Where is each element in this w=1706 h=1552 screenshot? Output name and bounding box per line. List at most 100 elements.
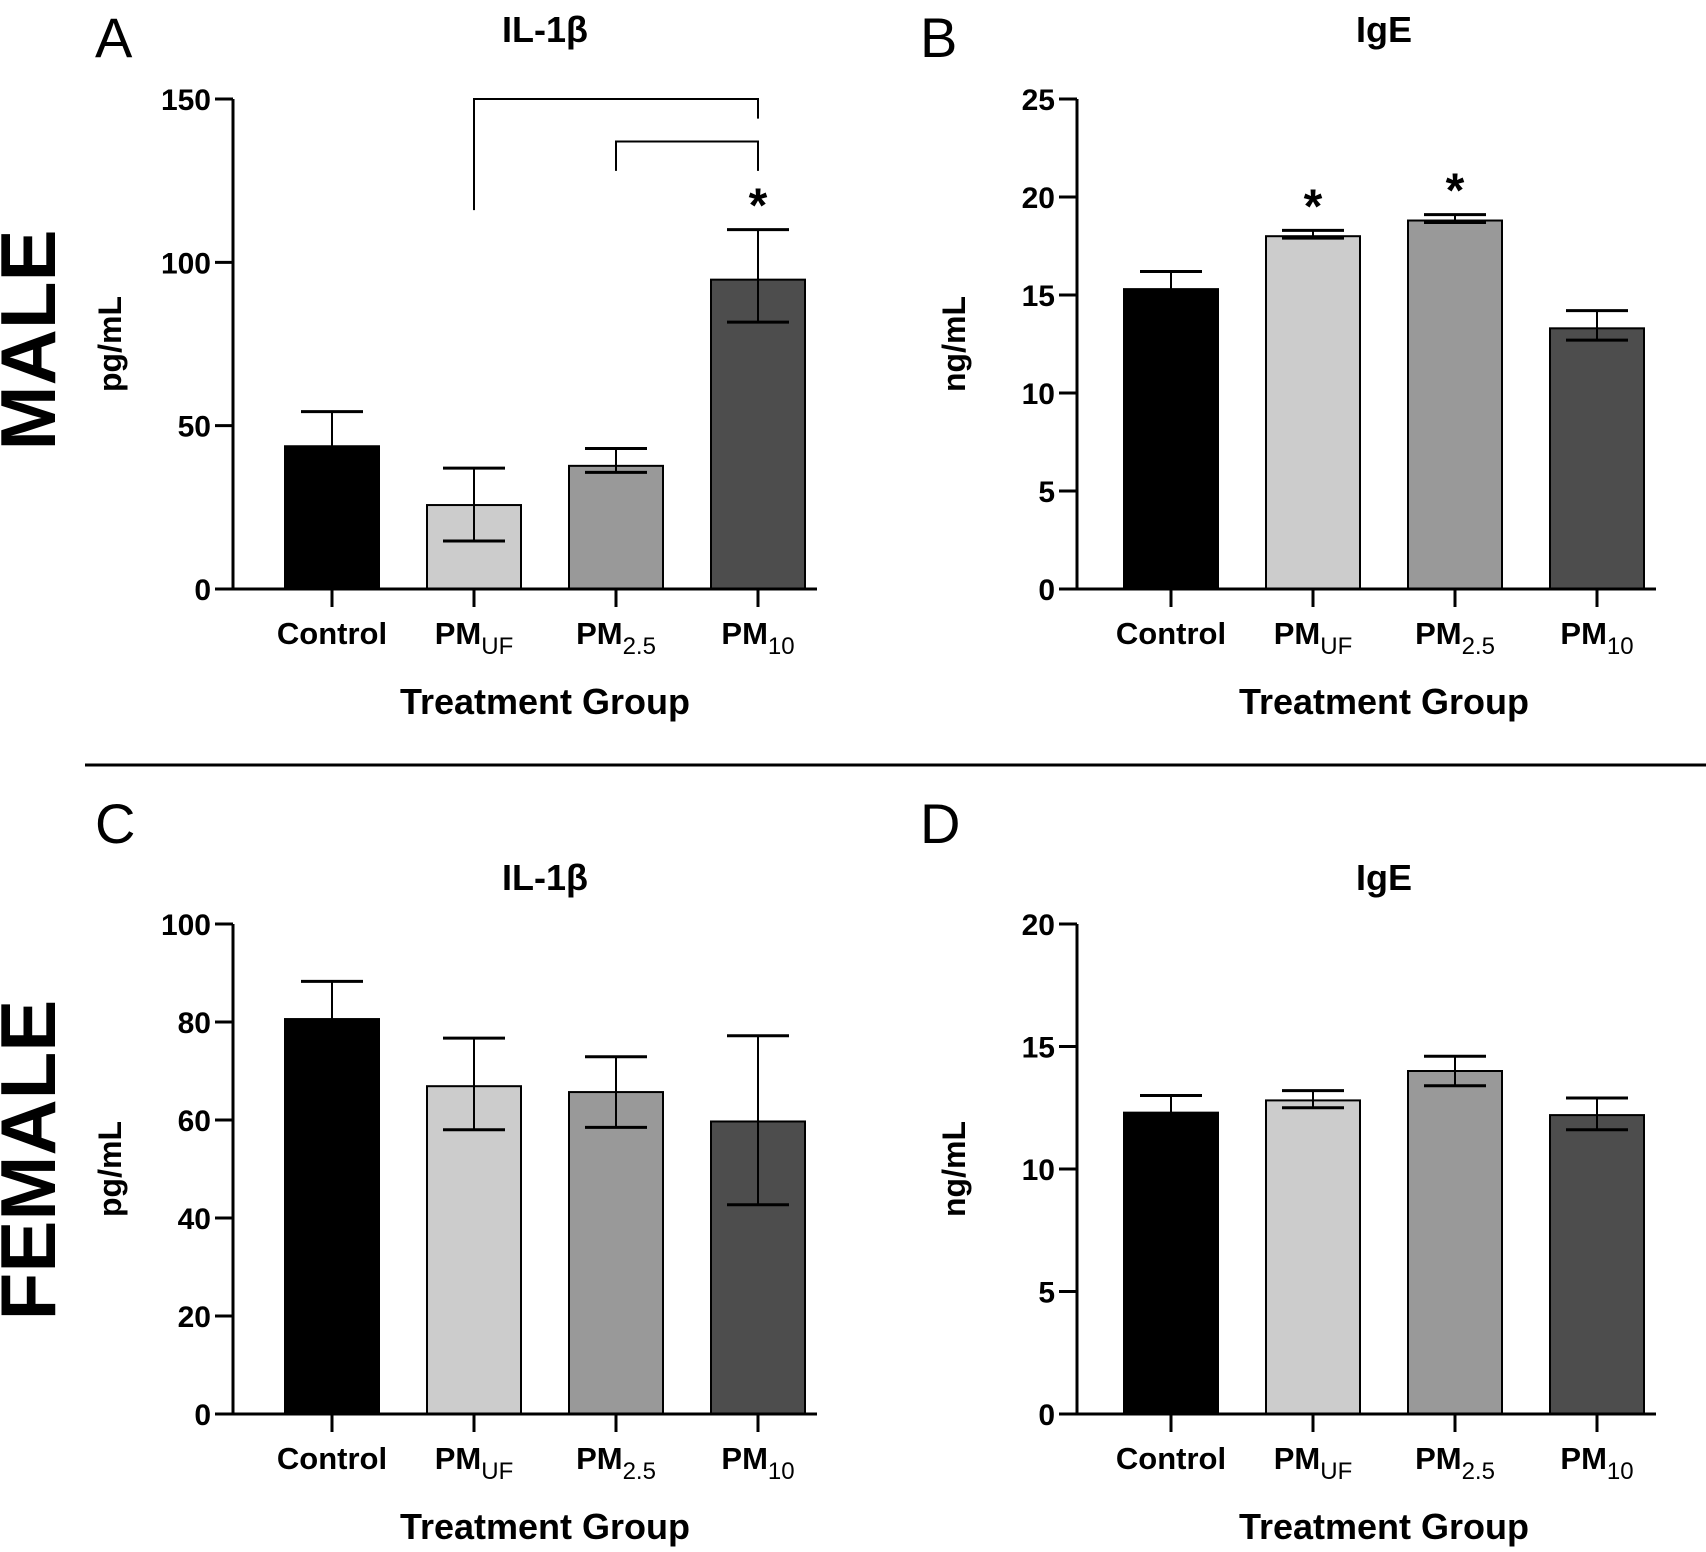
bar [1549, 1114, 1645, 1415]
x-tick-label-subscript: 2.5 [623, 1458, 656, 1485]
x-axis-label: Treatment Group [400, 681, 690, 722]
y-axis-label: ng/mL [936, 1121, 972, 1217]
x-tick-label: PM10 [721, 1441, 794, 1485]
y-axis-label: pg/mL [92, 296, 128, 392]
x-tick-label-main: Control [1116, 1441, 1226, 1476]
y-tick-label: 15 [1022, 1032, 1055, 1065]
x-tick-label: PM10 [1560, 616, 1633, 660]
x-tick-label-subscript: UF [481, 633, 513, 660]
x-tick-label-main: PM [1274, 1441, 1321, 1476]
significance-star: * [749, 180, 768, 233]
y-tick-label: 50 [178, 411, 211, 444]
x-tick-label-main: PM [576, 616, 623, 651]
x-tick-label-subscript: 10 [768, 1458, 795, 1485]
bar [1407, 219, 1503, 591]
chart-title: IL-1β [502, 9, 588, 50]
x-axis-label: Treatment Group [400, 1506, 690, 1547]
chart-title: IL-1β [502, 857, 588, 898]
x-tick-label-subscript: 2.5 [1462, 1458, 1495, 1485]
x-tick-label: Control [277, 616, 387, 651]
bar [1123, 288, 1219, 590]
x-tick-label: Control [277, 1441, 387, 1476]
y-axis-label: pg/mL [92, 1121, 128, 1217]
y-tick-label: 5 [1038, 476, 1055, 509]
x-tick-label-main: PM [1560, 1441, 1607, 1476]
x-tick-label-main: PM [721, 1441, 768, 1476]
significance-star: * [1446, 165, 1465, 218]
x-tick-label: PM10 [721, 616, 794, 660]
bar [1123, 1111, 1219, 1416]
bar [568, 464, 664, 591]
x-tick-label-subscript: 2.5 [623, 633, 656, 660]
y-tick-label: 5 [1038, 1277, 1055, 1310]
x-tick-label: PM2.5 [1415, 1441, 1495, 1485]
x-tick-label: PMUF [435, 616, 514, 660]
x-axis-label: Treatment Group [1239, 1506, 1529, 1547]
y-tick-label: 100 [161, 909, 211, 942]
x-tick-label: Control [1116, 1441, 1226, 1476]
x-tick-label-subscript: 2.5 [1462, 633, 1495, 660]
x-tick-label-main: PM [1415, 616, 1462, 651]
y-tick-label: 20 [1022, 909, 1055, 942]
x-tick-label-subscript: 10 [1607, 1458, 1634, 1485]
x-tick-label: PMUF [1274, 1441, 1353, 1485]
significance-star: * [1304, 180, 1323, 233]
x-tick-label-main: PM [576, 1441, 623, 1476]
y-axis-label: ng/mL [936, 296, 972, 392]
panel-letter: A [95, 6, 133, 69]
x-tick-label: PM10 [1560, 1441, 1633, 1485]
y-tick-label: 25 [1022, 84, 1055, 117]
row-label-female: FEMALE [0, 1000, 72, 1321]
x-tick-label: PM2.5 [576, 1441, 656, 1485]
y-tick-label: 10 [1022, 378, 1055, 411]
y-tick-label: 20 [1022, 182, 1055, 215]
x-tick-label-main: Control [1116, 616, 1226, 651]
y-tick-label: 80 [178, 1007, 211, 1040]
x-tick-label-main: Control [277, 1441, 387, 1476]
x-tick-label-main: PM [1415, 1441, 1462, 1476]
bar [1265, 235, 1361, 590]
x-tick-label-subscript: UF [1320, 633, 1352, 660]
y-tick-label: 10 [1022, 1154, 1055, 1187]
x-tick-label-main: PM [1274, 616, 1321, 651]
chart-title: IgE [1356, 857, 1412, 898]
y-tick-label: 0 [194, 574, 211, 607]
x-tick-label: PM2.5 [576, 616, 656, 660]
x-tick-label: PM2.5 [1415, 616, 1495, 660]
x-tick-label-subscript: UF [481, 1458, 513, 1485]
bar [1549, 327, 1645, 590]
y-tick-label: 60 [178, 1105, 211, 1138]
y-tick-label: 0 [1038, 574, 1055, 607]
chart-title: IgE [1356, 9, 1412, 50]
bar [284, 1018, 380, 1415]
x-tick-label-main: PM [435, 1441, 482, 1476]
x-tick-label: PMUF [435, 1441, 514, 1485]
y-tick-label: 20 [178, 1301, 211, 1334]
row-label-male: MALE [0, 230, 72, 451]
x-tick-label-main: Control [277, 616, 387, 651]
bar [1407, 1070, 1503, 1415]
bar [1265, 1099, 1361, 1416]
bar [710, 278, 806, 590]
x-tick-label-main: PM [721, 616, 768, 651]
bar [426, 1085, 522, 1415]
x-tick-label-main: PM [1560, 616, 1607, 651]
significance-bracket [615, 140, 759, 171]
x-tick-label: Control [1116, 616, 1226, 651]
panel-letter: D [920, 792, 960, 855]
panel-letter: C [95, 792, 135, 855]
x-tick-label: PMUF [1274, 616, 1353, 660]
y-tick-label: 0 [194, 1399, 211, 1432]
x-tick-label-subscript: UF [1320, 1458, 1352, 1485]
y-tick-label: 150 [161, 84, 211, 117]
y-tick-label: 0 [1038, 1399, 1055, 1432]
x-tick-label-subscript: 10 [1607, 633, 1634, 660]
bar [284, 445, 380, 590]
y-tick-label: 40 [178, 1203, 211, 1236]
panel-letter: B [920, 6, 957, 69]
y-tick-label: 15 [1022, 280, 1055, 313]
